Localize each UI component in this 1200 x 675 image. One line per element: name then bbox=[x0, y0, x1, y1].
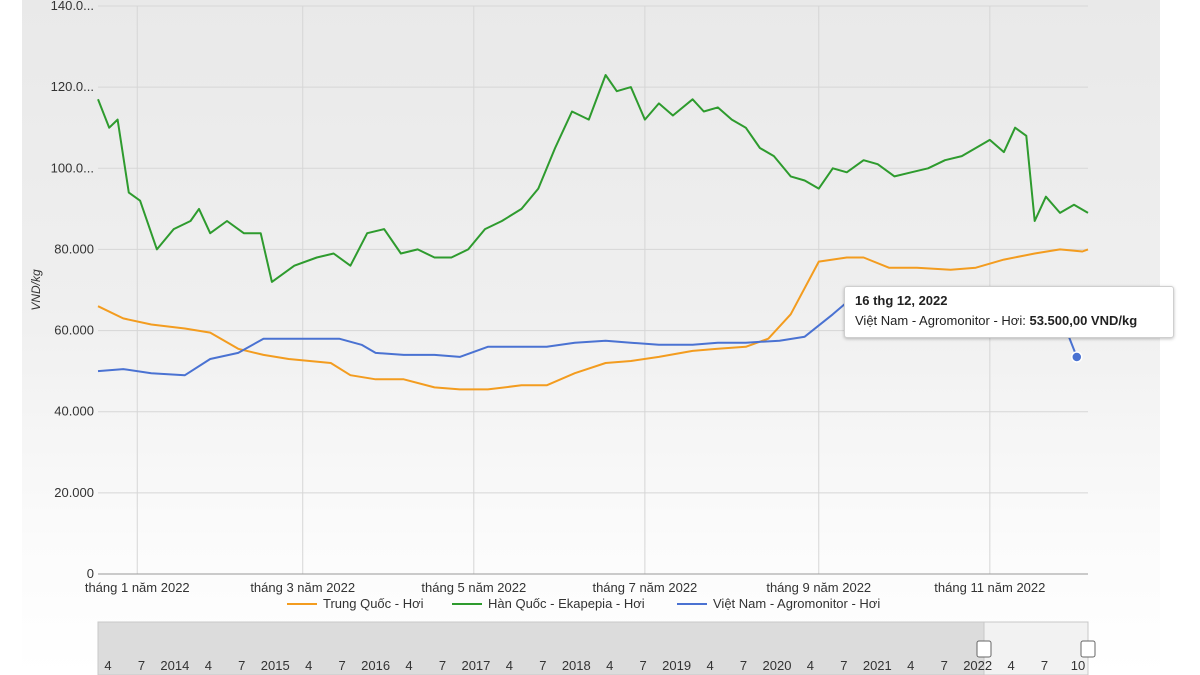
y-tick-label: 60.000 bbox=[54, 323, 94, 338]
y-tick-label: 100.0... bbox=[51, 160, 94, 175]
navigator-handle-left bbox=[976, 640, 992, 658]
y-tick-label: 80.000 bbox=[54, 241, 94, 256]
navigator-label: 7 bbox=[439, 658, 446, 673]
x-tick-label: tháng 9 năm 2022 bbox=[766, 580, 871, 595]
navigator-label: 2017 bbox=[461, 658, 490, 673]
y-tick-label: 0 bbox=[87, 566, 94, 581]
navigator-handle-right bbox=[1080, 640, 1096, 658]
x-tick-label: tháng 3 năm 2022 bbox=[250, 580, 355, 595]
tooltip-series: Việt Nam - Agromonitor - Hơi: bbox=[855, 313, 1026, 328]
navigator-label: 7 bbox=[740, 658, 747, 673]
navigator-label: 2021 bbox=[863, 658, 892, 673]
navigator-label: 7 bbox=[941, 658, 948, 673]
navigator-label: 2018 bbox=[562, 658, 591, 673]
navigator-label: 2022 bbox=[963, 658, 992, 673]
navigator-label: 7 bbox=[539, 658, 546, 673]
navigator-label: 2020 bbox=[763, 658, 792, 673]
chart-svg: 0 20.000 40.000 60.000 80.000 100.0... 120.0..… bbox=[29, 0, 1096, 675]
legend-label: Hàn Quốc - Ekapepia - Hơi bbox=[488, 596, 645, 611]
navigator-label: 4 bbox=[104, 658, 111, 673]
y-tick-label: 120.0... bbox=[51, 79, 94, 94]
y-tick-label: 40.000 bbox=[54, 404, 94, 419]
x-tick-label: tháng 7 năm 2022 bbox=[592, 580, 697, 595]
navigator-label: 2015 bbox=[261, 658, 290, 673]
hover-point bbox=[1071, 351, 1083, 363]
navigator-label: 4 bbox=[606, 658, 613, 673]
navigator-label: 10 bbox=[1071, 658, 1085, 673]
navigator-label: 4 bbox=[205, 658, 212, 673]
y-tick-label: 20.000 bbox=[54, 485, 94, 500]
legend-label: Việt Nam - Agromonitor - Hơi bbox=[713, 596, 880, 611]
tooltip: 16 thg 12, 2022 Việt Nam - Agromonitor -… bbox=[844, 286, 1174, 338]
navigator-label: 2014 bbox=[160, 658, 189, 673]
navigator-label: 4 bbox=[807, 658, 814, 673]
navigator-label: 7 bbox=[138, 658, 145, 673]
navigator-label: 4 bbox=[506, 658, 513, 673]
tooltip-value: 53.500,00 VND/kg bbox=[1029, 313, 1138, 328]
x-tick-label: tháng 11 năm 2022 bbox=[934, 580, 1045, 595]
chart-area: 0 20.000 40.000 60.000 80.000 100.0... 120.0..… bbox=[22, 0, 1174, 675]
navigator-label: 4 bbox=[1007, 658, 1014, 673]
y-axis-title: VND/kg bbox=[29, 269, 43, 311]
navigator-label: 4 bbox=[907, 658, 914, 673]
x-tick-label: tháng 5 năm 2022 bbox=[421, 580, 526, 595]
navigator-label: 4 bbox=[305, 658, 312, 673]
navigator-label: 2019 bbox=[662, 658, 691, 673]
tooltip-date: 16 thg 12, 2022 bbox=[855, 293, 948, 308]
navigator-label: 7 bbox=[339, 658, 346, 673]
navigator-label: 4 bbox=[706, 658, 713, 673]
navigator-label: 7 bbox=[238, 658, 245, 673]
navigator-label: 7 bbox=[640, 658, 647, 673]
navigator-background bbox=[97, 621, 1089, 675]
navigator-label: 7 bbox=[1041, 658, 1048, 673]
navigator-label: 4 bbox=[405, 658, 412, 673]
series-line-1 bbox=[97, 74, 1089, 283]
navigator-label: 7 bbox=[840, 658, 847, 673]
legend-label: Trung Quốc - Hơi bbox=[323, 596, 424, 611]
x-tick-label: tháng 1 năm 2022 bbox=[85, 580, 190, 595]
navigator-label: 2016 bbox=[361, 658, 390, 673]
y-tick-label: 140.0... bbox=[51, 0, 94, 13]
series-line-0 bbox=[97, 248, 1089, 391]
